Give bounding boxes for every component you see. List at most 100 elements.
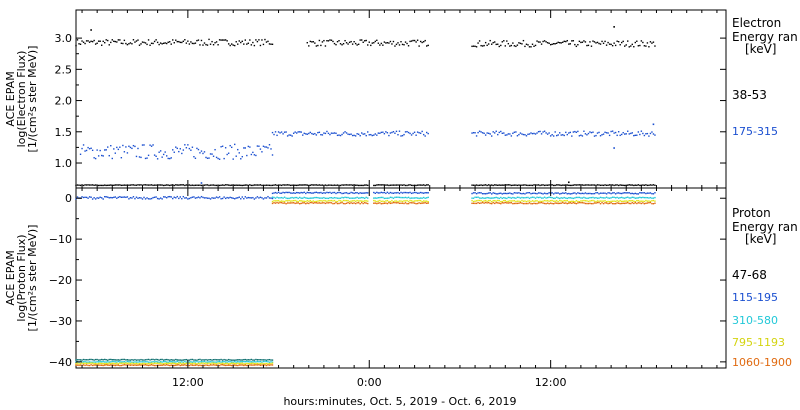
data-point: [627, 201, 629, 204]
data-point: [654, 184, 656, 186]
data-point: [630, 202, 632, 205]
data-point: [410, 200, 413, 202]
data-point: [264, 362, 266, 365]
data-point: [354, 202, 357, 205]
data-point: [333, 184, 336, 186]
data-point: [206, 44, 209, 46]
data-point: [347, 200, 349, 202]
data-point: [407, 202, 410, 205]
data-point: [252, 361, 254, 363]
data-point: [161, 361, 163, 363]
data-point: [194, 359, 197, 361]
data-point: [166, 364, 168, 366]
data-point: [593, 202, 596, 204]
data-point: [568, 202, 570, 204]
data-point: [385, 202, 387, 204]
data-point: [237, 197, 239, 199]
data-point: [580, 192, 582, 195]
data-point: [359, 135, 361, 137]
data-point: [596, 184, 599, 186]
data-point: [223, 363, 225, 365]
data-point: [182, 361, 185, 363]
data-point-outlier: [613, 147, 615, 149]
data-point: [634, 41, 636, 44]
data-point: [374, 133, 376, 135]
data-point: [258, 363, 260, 365]
data-point: [345, 199, 348, 202]
data-point: [589, 192, 591, 195]
proton-ytick-label: −40: [49, 356, 72, 369]
data-point: [159, 358, 162, 361]
data-point: [308, 200, 310, 202]
data-point: [176, 195, 178, 198]
data-point: [534, 184, 537, 186]
data-point: [199, 152, 201, 154]
data-point: [501, 184, 503, 186]
data-point: [88, 196, 91, 198]
data-point: [480, 131, 482, 133]
data-point: [475, 196, 478, 199]
data-point: [144, 198, 147, 200]
data-point: [305, 133, 307, 135]
data-point: [595, 192, 597, 194]
data-point: [475, 184, 478, 186]
data-point: [404, 184, 407, 187]
data-point: [386, 202, 389, 205]
data-point: [264, 184, 266, 187]
data-point: [478, 184, 481, 186]
data-point: [234, 198, 236, 200]
data-point: [303, 202, 305, 204]
data-point: [220, 362, 222, 365]
data-point: [271, 359, 274, 361]
data-point: [184, 144, 186, 146]
data-point: [308, 45, 310, 47]
data-point: [649, 132, 652, 135]
data-point: [335, 192, 337, 195]
data-point: [159, 361, 162, 363]
data-point: [221, 184, 224, 186]
data-point: [388, 184, 390, 187]
data-point: [200, 184, 203, 187]
data-point: [471, 202, 473, 205]
data-point: [296, 184, 298, 187]
data-point: [91, 364, 94, 367]
data-point: [503, 40, 505, 42]
data-point: [616, 200, 618, 202]
data-point: [116, 359, 118, 361]
data-point: [637, 197, 640, 199]
data-point: [185, 362, 188, 364]
data-point: [205, 156, 207, 159]
data-point: [101, 184, 103, 187]
data-point: [580, 134, 582, 136]
data-point: [231, 359, 233, 361]
data-point: [581, 202, 584, 204]
data-point: [639, 192, 641, 194]
data-point: [169, 360, 171, 363]
data-point: [353, 202, 355, 204]
data-point: [587, 200, 590, 203]
data-point: [99, 184, 101, 187]
data-point: [178, 361, 180, 363]
data-point: [413, 200, 416, 202]
data-point: [297, 131, 299, 133]
data-point: [132, 361, 135, 363]
proton-ylabel-line2: log(Proton Flux): [15, 234, 28, 321]
data-point: [367, 202, 369, 205]
data-point: [422, 41, 425, 43]
data-point: [642, 196, 644, 199]
legend-electron-175-315: 175-315: [732, 125, 778, 138]
data-point: [291, 135, 293, 137]
data-point: [259, 361, 262, 363]
data-point: [267, 361, 269, 363]
data-point: [140, 43, 142, 45]
data-point: [235, 197, 237, 199]
data-point: [627, 192, 629, 194]
data-point: [621, 184, 623, 186]
data-point: [169, 359, 171, 361]
data-point: [244, 184, 246, 186]
data-point: [153, 359, 156, 361]
data-point: [75, 44, 77, 47]
data-point: [421, 192, 423, 194]
data-point: [179, 362, 181, 364]
data-point: [99, 40, 101, 42]
